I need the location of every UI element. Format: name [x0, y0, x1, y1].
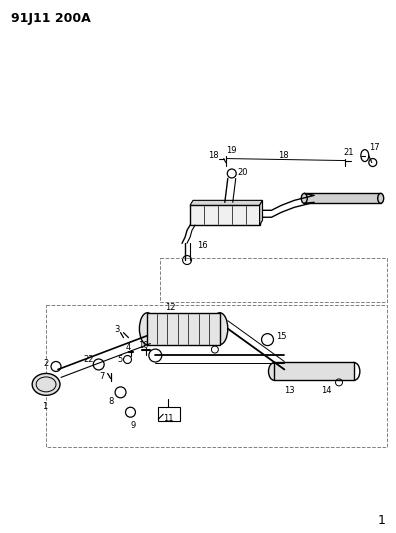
Text: 17: 17 [369, 143, 380, 152]
Ellipse shape [139, 313, 155, 345]
Text: 11: 11 [163, 414, 173, 423]
Ellipse shape [378, 193, 384, 203]
Ellipse shape [348, 362, 360, 381]
Text: 22: 22 [84, 355, 94, 364]
Text: 10: 10 [138, 341, 148, 350]
Text: 12: 12 [165, 303, 175, 312]
Text: 20: 20 [238, 168, 248, 177]
Text: 91J11 200A: 91J11 200A [11, 12, 91, 25]
Polygon shape [274, 362, 354, 381]
Text: 18: 18 [278, 151, 289, 160]
Ellipse shape [268, 362, 280, 381]
Text: 8: 8 [108, 397, 113, 406]
Text: 21: 21 [344, 148, 354, 157]
Text: 13: 13 [284, 386, 295, 395]
Ellipse shape [301, 193, 307, 203]
Text: 14: 14 [321, 386, 331, 395]
Text: 9: 9 [131, 421, 136, 430]
Ellipse shape [212, 313, 228, 345]
Text: 16: 16 [197, 240, 207, 249]
Text: 5: 5 [117, 355, 122, 364]
Text: 4: 4 [126, 343, 131, 352]
Polygon shape [190, 200, 263, 205]
Text: 15: 15 [276, 332, 287, 341]
Polygon shape [190, 205, 259, 225]
Text: 3: 3 [114, 325, 119, 334]
Text: 19: 19 [227, 146, 237, 155]
Polygon shape [259, 200, 263, 225]
Text: 2: 2 [44, 359, 49, 368]
Polygon shape [147, 313, 220, 345]
Text: 1: 1 [42, 402, 48, 411]
Ellipse shape [32, 374, 60, 395]
Text: 7: 7 [99, 372, 105, 381]
Text: 18: 18 [209, 151, 219, 160]
Text: 1: 1 [378, 514, 386, 527]
Polygon shape [304, 193, 381, 203]
